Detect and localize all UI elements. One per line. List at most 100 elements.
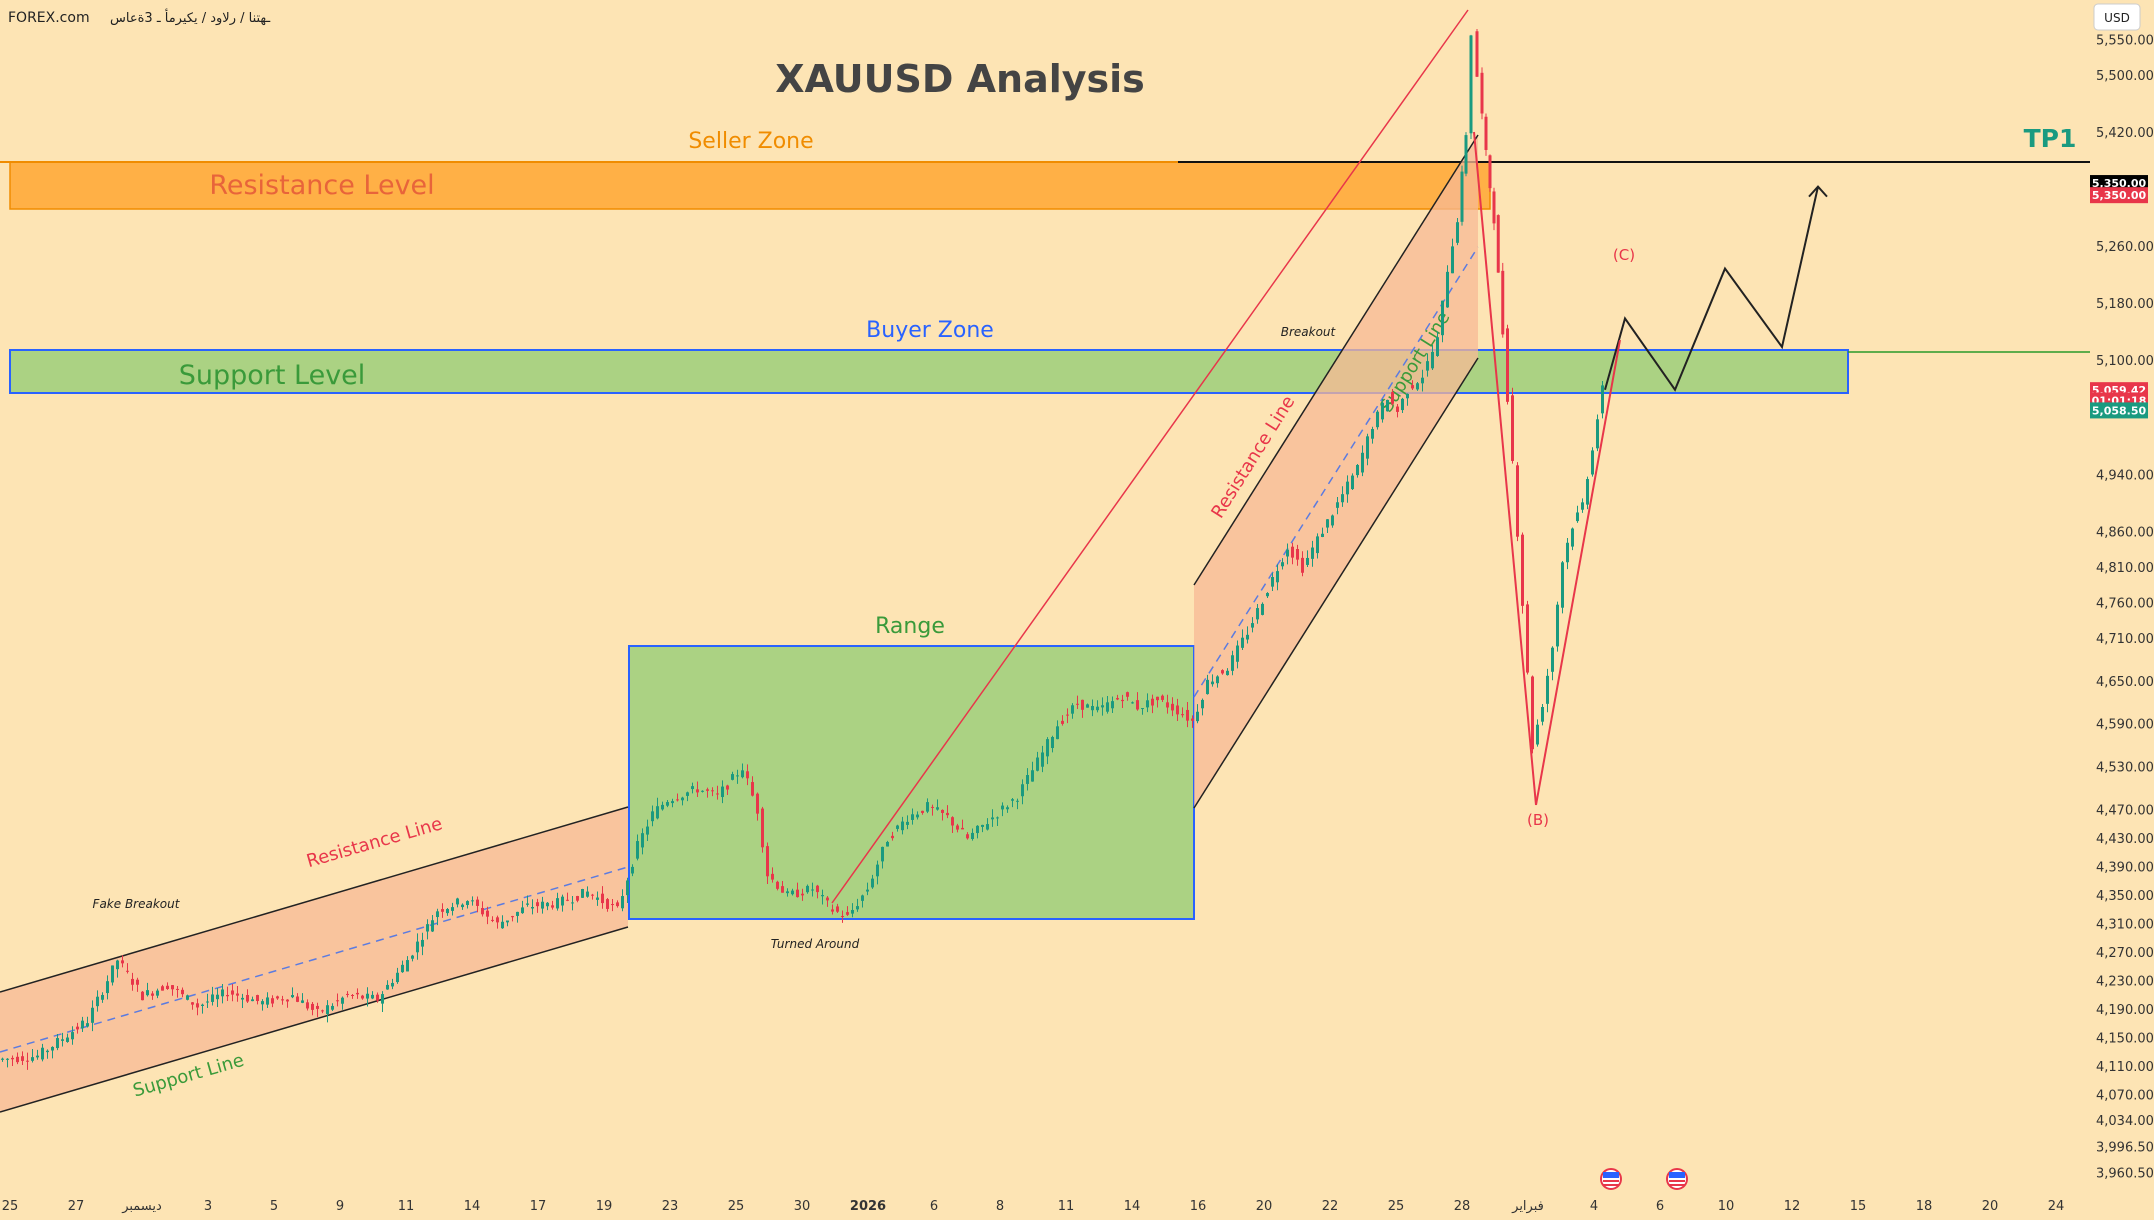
candle-body [661,804,664,810]
candle-body [1501,270,1505,335]
x-tick-label: فبراير [1511,1199,1544,1214]
candle-body [1484,116,1488,150]
candle-body [991,817,994,820]
candle-body [406,960,409,972]
candle-body [1386,399,1389,412]
candle-body [666,802,669,806]
candle-body [751,782,754,796]
candle-body [141,991,144,1001]
x-tick-label: 22 [1322,1199,1339,1214]
candle-body [6,1058,9,1060]
candle-body [1480,72,1484,114]
event-marker-us-2[interactable] [1666,1168,1688,1190]
candle-body [1321,533,1324,537]
candle-body [1371,429,1374,439]
candle-body [941,809,944,813]
candle-body [636,841,639,859]
candle-body [1236,645,1239,662]
candle-body [1488,155,1492,189]
x-tick-label: 12 [1784,1199,1801,1214]
support-level-label: Support Level [179,360,366,391]
projection-arrowhead [1808,185,1828,198]
price-tag-label: 5,350.00 [2092,189,2147,202]
candle-body [1191,718,1194,721]
lower-channel-mid-line [0,866,629,1053]
candle-body [186,995,189,1000]
candle-body [281,999,284,1001]
candle-body [1561,562,1564,608]
candle-body [216,994,219,1000]
candle-body [31,1057,34,1061]
candle-body [41,1047,44,1060]
candle-body [476,899,479,906]
candle-body [986,824,989,830]
candle-body [396,972,399,983]
candle-body [646,826,649,835]
candle-body [1171,703,1174,711]
candle-body [266,997,269,1005]
candle-body [91,1007,94,1023]
lower-channel-support-line [0,926,629,1113]
time-axis[interactable]: 25 27 ديسمبر 3 5 9 11 14 17 19 23 25 30 2026 6 8 11 14 16 2… [2,1199,2065,1214]
candle-body [481,908,484,915]
x-tick-label: 14 [1124,1199,1141,1214]
candle-body [731,774,734,780]
candle-body [1046,739,1049,757]
candle-body [1061,720,1064,724]
candle-body [1475,31,1479,77]
candle-body [1516,465,1519,537]
candle-body [1126,692,1129,697]
candle-body [376,994,379,1001]
candle-body [456,898,459,905]
candle-body [856,906,859,910]
candle-body [1186,709,1189,721]
candle-body [631,866,634,874]
x-tick-label: 25 [1388,1199,1405,1214]
candle-body [1356,464,1359,476]
candle-body [1091,705,1094,711]
breakout-label: Breakout [1281,325,1337,339]
y-tick-label: 5,500.00 [2096,69,2154,84]
candle-body [1361,452,1364,473]
y-tick-label: 5,100.00 [2096,354,2154,369]
candle-body [1076,703,1079,705]
y-tick-label: 4,760.00 [2096,597,2154,612]
candle-body [251,999,254,1002]
price-axis[interactable]: 3,960.50 3,996.50 4,034.00 4,070.00 4,110.00… [2096,34,2154,1182]
candle-body [956,825,959,830]
candle-body [1464,135,1468,174]
candle-body [201,1004,204,1006]
candle-body [1306,557,1309,565]
y-tick-label: 4,430.00 [2096,832,2154,847]
candle-body [1326,519,1329,528]
candle-body [1036,757,1039,771]
resistance-level-label: Resistance Level [209,170,434,201]
candle-body [1551,647,1554,672]
candle-body [796,889,799,898]
candle-body [1391,392,1394,404]
candle-body [341,997,344,1004]
trend-line [831,9,1469,904]
candle-body [786,891,789,894]
candle-body [1576,512,1579,522]
candle-body [1181,714,1184,716]
x-tick-label: 11 [1058,1199,1075,1214]
y-tick-label: 4,310.00 [2096,917,2154,932]
candle-body [551,905,554,908]
candle-body [1421,377,1424,384]
x-tick-label: 4 [1590,1199,1598,1214]
turned-around-label: Turned Around [771,937,860,951]
candle-body [1026,775,1029,784]
currency-button[interactable]: USD [2093,3,2141,31]
lower-channel-resistance-line [0,806,629,993]
y-tick-label: 5,550.00 [2096,34,2154,49]
candle-body [581,889,584,898]
candle-body [1176,705,1179,715]
event-marker-us-1[interactable] [1600,1168,1622,1190]
candle-body [111,965,114,983]
candle-body [321,1010,324,1012]
candle-body [656,806,659,819]
candle-body [1196,711,1199,722]
candle-body [1051,737,1054,749]
